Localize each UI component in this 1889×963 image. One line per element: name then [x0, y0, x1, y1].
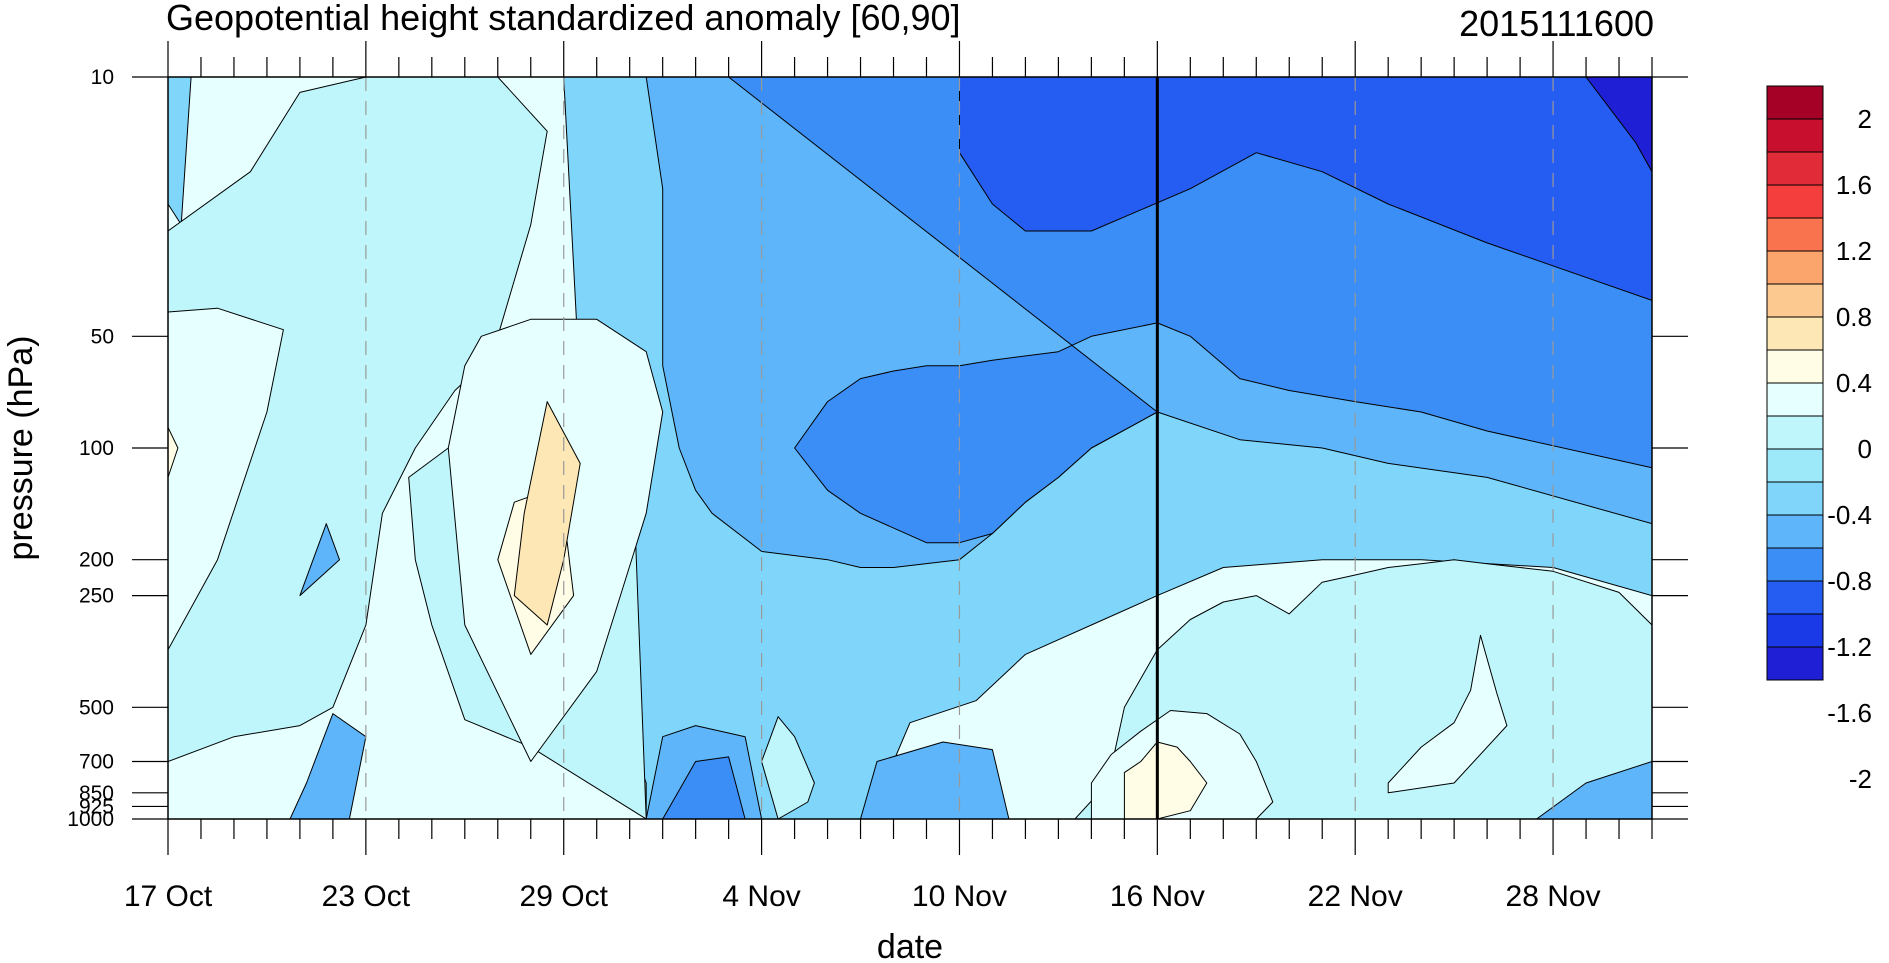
colorbar-label: 0.4 — [1836, 368, 1872, 398]
colorbar-swatch — [1766, 613, 1824, 648]
y-axis-label: pressure (hPa) — [2, 336, 40, 561]
y-tick-label: 850 — [79, 782, 114, 805]
colorbar-label: 0 — [1858, 434, 1872, 464]
colorbar-label: 2 — [1858, 104, 1872, 134]
x-tick-label: 22 Nov — [1308, 880, 1403, 913]
x-tick-label: 17 Oct — [124, 880, 213, 913]
colorbar-swatch — [1766, 415, 1824, 450]
y-tick-label: 700 — [79, 751, 114, 774]
negative-region-7 — [860, 741, 1010, 819]
colorbar-label: -0.4 — [1827, 500, 1872, 530]
x-axis: 17 Oct 23 Oct 29 Oct 4 Nov 10 Nov 16 Nov 22 No… — [124, 41, 1653, 913]
colorbar-label: 1.2 — [1836, 236, 1872, 266]
negative-region-6 — [662, 756, 746, 819]
colorbar-swatch — [1766, 217, 1824, 252]
contour-fills — [168, 77, 1652, 819]
colorbar-swatch — [1766, 646, 1824, 681]
chart-date-label: 2015111600 — [1459, 3, 1654, 44]
x-tick-label: 4 Nov — [722, 880, 800, 913]
y-tick-label: 1000 — [67, 808, 114, 831]
colorbar-swatch — [1766, 580, 1824, 615]
x-axis-label: date — [877, 928, 943, 963]
y-tick-label: 250 — [79, 585, 114, 608]
y-tick-label: 500 — [79, 696, 114, 719]
y-tick-label: 50 — [91, 325, 114, 348]
y-tick-label: 925 — [79, 795, 114, 818]
colorbar-label: -1.6 — [1827, 698, 1872, 728]
colorbar-swatch — [1766, 547, 1824, 582]
colorbar-swatch — [1766, 349, 1824, 384]
anomaly-region-2 — [168, 307, 284, 651]
colorbar-swatch — [1766, 184, 1824, 219]
chart-title: Geopotential height standardized anomaly… — [166, 0, 961, 38]
colorbar-swatch — [1766, 316, 1824, 351]
colorbar-swatch — [1766, 283, 1824, 318]
y-tick-label: 10 — [91, 66, 114, 89]
y-tick-label: 200 — [79, 549, 114, 572]
x-tick-label: 23 Oct — [322, 880, 411, 913]
colorbar-swatch — [1766, 118, 1824, 153]
colorbar-label: 1.6 — [1836, 170, 1872, 200]
colorbar-label: 0.8 — [1836, 302, 1872, 332]
negative-region-4 — [1585, 77, 1652, 173]
colorbar-label: -2 — [1849, 764, 1872, 794]
colorbar-swatch — [1766, 448, 1824, 483]
x-tick-label: 28 Nov — [1506, 880, 1601, 913]
anomaly-region-7 — [299, 523, 340, 597]
negative-region-3 — [959, 77, 1652, 301]
colorbar-swatch — [1766, 481, 1824, 516]
colorbar-label: -0.8 — [1827, 566, 1872, 596]
colorbar-swatch — [1766, 382, 1824, 417]
x-tick-label: 29 Oct — [520, 880, 609, 913]
colorbar-swatch — [1766, 514, 1824, 549]
colorbar-swatch — [1766, 85, 1824, 120]
anomaly-region-6 — [513, 401, 581, 626]
colorbar: 2 1.6 1.2 0.8 0.4 0 -0.4 -0.8 -1.2 -1.6 -2 — [1766, 85, 1872, 794]
colorbar-label: -1.2 — [1827, 632, 1872, 662]
negative-region-8 — [1536, 761, 1652, 819]
colorbar-swatch — [1766, 151, 1824, 186]
colorbar-swatch — [1766, 250, 1824, 285]
plot-area — [168, 77, 1652, 819]
x-tick-label: 16 Nov — [1110, 880, 1205, 913]
anomaly-region-12 — [1123, 741, 1208, 819]
anomaly-region-13 — [1387, 634, 1508, 794]
x-tick-label: 10 Nov — [912, 880, 1007, 913]
y-tick-label: 100 — [79, 437, 114, 460]
anomaly-region-8 — [289, 713, 367, 819]
anomaly-region-3 — [168, 426, 179, 478]
